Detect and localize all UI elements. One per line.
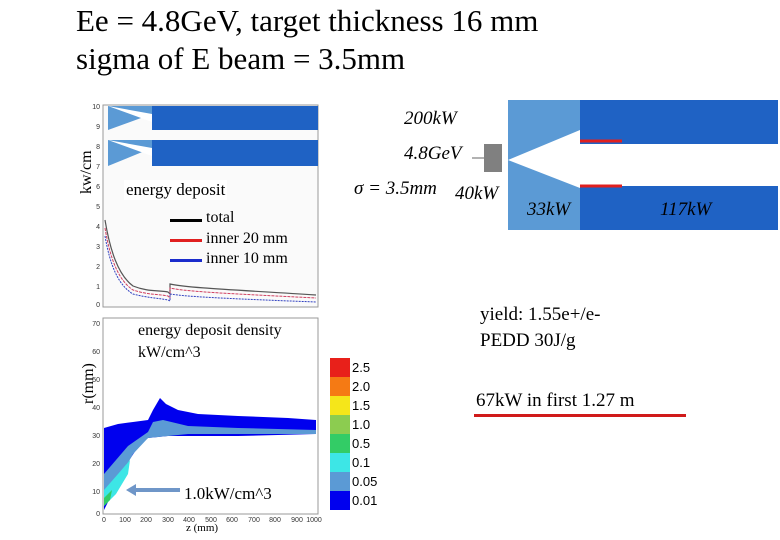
bottom-ytick: 0 <box>96 511 100 518</box>
label-sigma: σ = 3.5mm <box>354 178 437 199</box>
scale-label: 0.01 <box>352 493 378 508</box>
scale-swatch <box>330 472 350 491</box>
bottom-ytick: 20 <box>92 461 100 468</box>
scale-swatch <box>330 358 350 377</box>
top-plot: 10 9 8 7 6 5 4 3 2 1 0 <box>92 104 319 309</box>
bottom-plot: 70 60 50 40 30 20 10 0 0 100 200 300 400… <box>92 317 322 524</box>
yield-line-1: yield: 1.55e+/e- <box>480 304 601 325</box>
top-ytick: 5 <box>96 204 100 211</box>
bottom-xtick: 600 <box>226 517 238 524</box>
capture-tube-top <box>580 100 778 144</box>
curve-total <box>104 219 317 296</box>
legend-label-total: total <box>206 209 235 226</box>
first-meter-note: 67kW in first 1.27 m <box>476 390 635 411</box>
annotation-arrow <box>126 484 180 496</box>
label-target-power: 40kW <box>455 183 499 204</box>
scale-label: 2.5 <box>352 360 371 375</box>
bottom-xtick: 300 <box>162 517 174 524</box>
scale-label: 2.0 <box>352 379 371 394</box>
scale-swatch <box>330 396 350 415</box>
bottom-xtick: 500 <box>205 517 217 524</box>
bottom-ytick: 70 <box>92 321 100 328</box>
bottom-xtick: 700 <box>248 517 260 524</box>
bottom-ytick: 30 <box>92 433 100 440</box>
top-ytick: 3 <box>96 244 100 251</box>
scale-swatch <box>330 453 350 472</box>
title-line-2: sigma of E beam = 3.5mm <box>76 41 406 76</box>
top-plot-caption: energy deposit <box>124 180 228 200</box>
scale-label: 1.5 <box>352 398 371 413</box>
top-ytick: 9 <box>96 124 100 131</box>
label-energy: 4.8GeV <box>404 143 462 164</box>
legend-swatch-inner-10 <box>170 259 202 262</box>
top-ytick: 10 <box>92 104 100 111</box>
capture-diagram <box>472 100 778 230</box>
top-ytick: 7 <box>96 164 100 171</box>
bottom-plot-caption-1: energy deposit density <box>138 322 282 340</box>
scale-label: 0.05 <box>352 474 378 489</box>
bottom-ytick: 40 <box>92 405 100 412</box>
legend-label-inner-10: inner 10 mm <box>206 250 288 267</box>
bottom-ytick: 10 <box>92 489 100 496</box>
scale-swatch <box>330 491 350 510</box>
density-peak <box>104 490 112 506</box>
scale-label: 0.1 <box>352 455 371 470</box>
bottom-xtick: 200 <box>140 517 152 524</box>
bottom-xtick: 100 <box>119 517 131 524</box>
title-line-1: Ee = 4.8GeV, target thickness 16 mm <box>76 3 539 38</box>
scale-swatch <box>330 415 350 434</box>
capture-cone <box>508 100 580 230</box>
capture-tube-bottom <box>580 186 778 230</box>
bottom-xtick: 1000 <box>306 517 322 524</box>
legend-swatch-inner-20 <box>170 239 202 242</box>
bottom-xtick: 900 <box>291 517 303 524</box>
curve-inner-10 <box>104 235 317 303</box>
curve-inner-20 <box>104 227 317 300</box>
top-ytick: 2 <box>96 264 100 271</box>
bottom-ytick: 50 <box>92 377 100 384</box>
top-ytick: 4 <box>96 224 100 231</box>
bottom-plot-caption-2: kW/cm^3 <box>138 344 201 361</box>
annotation-label: 1.0kW/cm^3 <box>184 484 272 504</box>
top-ytick: 8 <box>96 144 100 151</box>
label-cone-power: 33kW <box>527 199 571 220</box>
bottom-plot-xlabel: z (mm) <box>186 522 219 534</box>
bottom-xtick: 0 <box>102 517 106 524</box>
top-ytick: 1 <box>96 284 100 291</box>
legend-swatch-total <box>170 219 202 222</box>
scale-swatch <box>330 434 350 453</box>
scale-label: 0.5 <box>352 436 371 451</box>
scale-swatch <box>330 377 350 396</box>
legend-label-inner-20: inner 20 mm <box>206 230 288 247</box>
bottom-ytick: 60 <box>92 349 100 356</box>
first-meter-underline <box>474 414 686 417</box>
bottom-xtick: 400 <box>183 517 195 524</box>
bottom-xtick: 800 <box>269 517 281 524</box>
top-ytick: 0 <box>96 302 100 309</box>
scale-label: 1.0 <box>352 417 371 432</box>
target-block <box>484 144 502 172</box>
top-ytick: 6 <box>96 184 100 191</box>
top-arrows <box>108 106 318 166</box>
yield-line-2: PEDD 30J/g <box>480 330 576 351</box>
label-tube-power: 117kW <box>660 199 712 220</box>
label-power-in: 200kW <box>404 108 457 129</box>
